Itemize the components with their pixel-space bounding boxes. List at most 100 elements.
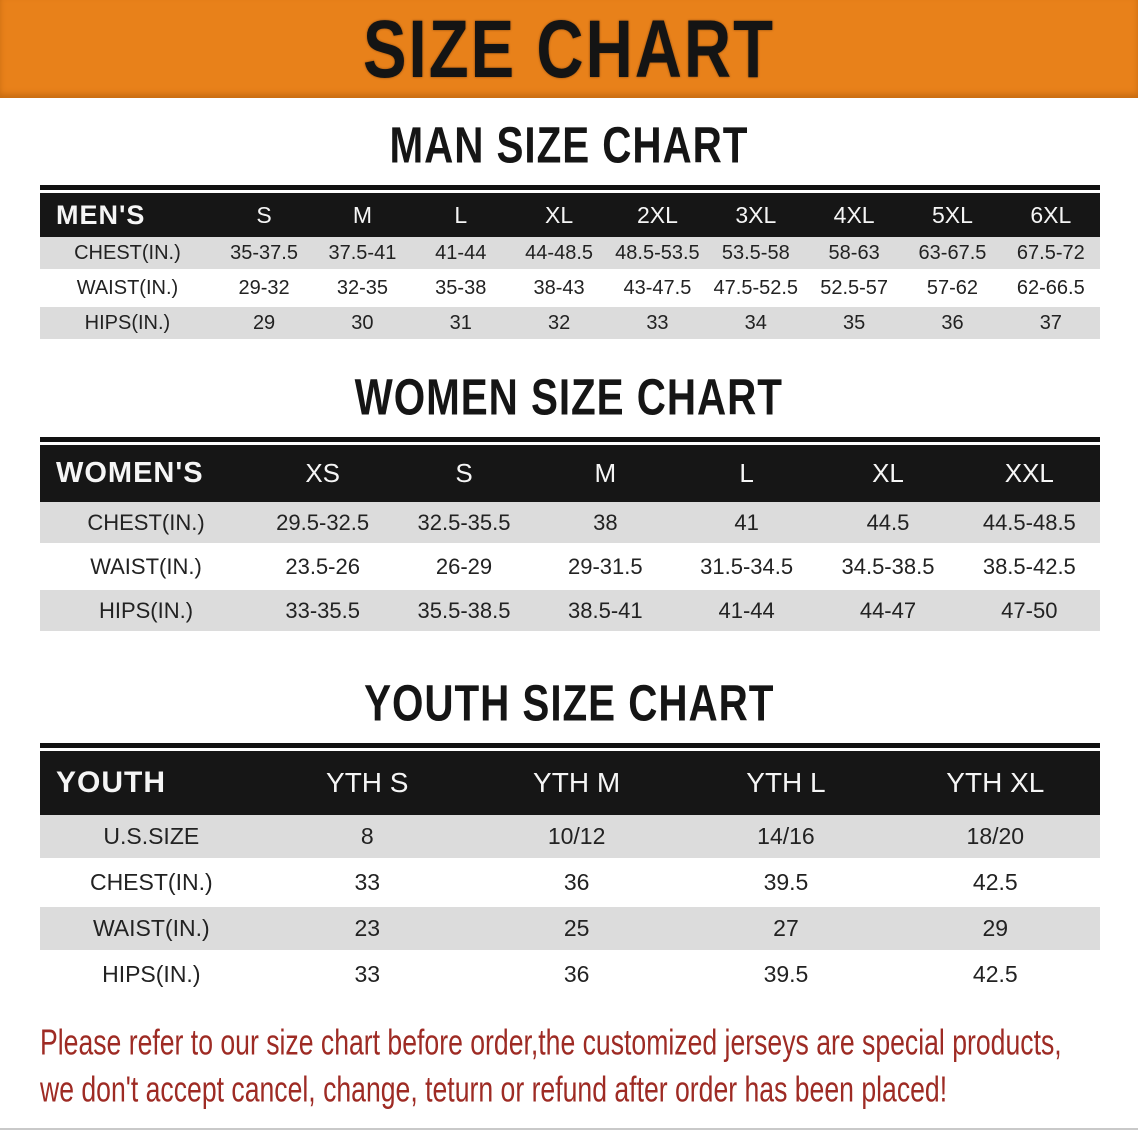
measurement-cell: 31 (411, 307, 510, 342)
measurement-cell: 36 (471, 953, 682, 999)
measurement-cell: 23.5-26 (252, 546, 394, 590)
measurement-row-label: WAIST(IN.) (40, 907, 263, 953)
measurement-cell: 32.5-35.5 (393, 502, 535, 546)
measurement-cell: 25 (471, 907, 682, 953)
page-title: SIZE CHART (362, 2, 776, 96)
measurement-cell: 47-50 (958, 590, 1100, 634)
measurement-cell: 36 (471, 861, 682, 907)
measurement-cell: 33-35.5 (252, 590, 394, 634)
measurement-cell: 35.5-38.5 (393, 590, 535, 634)
measurement-row-label: HIPS(IN.) (40, 307, 215, 342)
youth-size-column-header: YTH S (262, 751, 472, 815)
youth-measurement-row: WAIST(IN.) 23 25 27 29 (40, 907, 1100, 953)
measurement-row-label: CHEST(IN.) (40, 237, 215, 272)
bottom-edge-line (0, 1128, 1138, 1130)
measurement-cell: 29 (890, 907, 1100, 953)
measurement-cell: 41-44 (411, 237, 510, 272)
youth-section-heading-text: YOUTH SIZE CHART (363, 675, 775, 733)
men-size-column-header: M (313, 193, 412, 237)
measurement-row-label: WAIST(IN.) (40, 546, 252, 590)
measurement-cell: 53.5-58 (706, 237, 805, 272)
women-size-column-header: L (675, 445, 818, 502)
youth-header-row: YOUTH YTH S YTH M YTH L YTH XL (40, 751, 1100, 815)
measurement-cell: 33 (262, 953, 472, 999)
measurement-cell: 29-31.5 (534, 546, 676, 590)
measurement-cell: 42.5 (890, 953, 1100, 999)
women-table-title: WOMEN'S (40, 445, 252, 502)
measurement-cell: 44-47 (817, 590, 959, 634)
measurement-cell: 29-32 (214, 272, 314, 307)
size-chart-banner: SIZE CHART (0, 0, 1138, 98)
measurement-cell: 44.5-48.5 (958, 502, 1100, 546)
measurement-row-label: HIPS(IN.) (40, 953, 263, 999)
measurement-cell: 14/16 (681, 815, 891, 861)
measurement-cell: 10/12 (471, 815, 682, 861)
women-size-column-header: XS (252, 445, 394, 502)
men-size-column-header: 2XL (608, 193, 707, 237)
women-section-heading: WOMEN SIZE CHART (0, 370, 1138, 427)
youth-size-table: YOUTH YTH S YTH M YTH L YTH XL U.S.SIZE 8 10/12… (40, 751, 1100, 999)
measurement-cell: 43-47.5 (608, 272, 707, 307)
measurement-cell: 44.5 (817, 502, 959, 546)
measurement-cell: 32-35 (313, 272, 412, 307)
measurement-cell: 8 (262, 815, 472, 861)
men-size-column-header: 3XL (706, 193, 805, 237)
women-header-row: WOMEN'S XS S M L XL XXL (40, 445, 1100, 502)
men-size-column-header: S (214, 193, 314, 237)
measurement-cell: 67.5-72 (1001, 237, 1100, 272)
women-size-table: WOMEN'S XS S M L XL XXL CHEST(IN.) 29.5-32.5 32.5… (40, 445, 1100, 634)
youth-measurement-row: HIPS(IN.) 33 36 39.5 42.5 (40, 953, 1100, 999)
disclaimer-line-2: we don't accept cancel, change, teturn o… (40, 1069, 948, 1110)
men-header-row: MEN'S S M L XL 2XL 3XL 4XL 5XL 6XL (40, 193, 1100, 237)
youth-size-column-header: YTH M (471, 751, 682, 815)
measurement-cell: 41-44 (675, 590, 818, 634)
measurement-cell: 42.5 (890, 861, 1100, 907)
measurement-cell: 63-67.5 (903, 237, 1002, 272)
measurement-row-label: CHEST(IN.) (40, 861, 263, 907)
measurement-cell: 39.5 (681, 861, 891, 907)
men-size-section: MAN SIZE CHART MEN'S S M L XL 2XL 3XL 4XL 5XL 6XL… (0, 118, 1138, 342)
measurement-cell: 57-62 (903, 272, 1002, 307)
women-size-column-header: M (534, 445, 676, 502)
measurement-cell: 29 (214, 307, 314, 342)
men-measurement-row: WAIST(IN.) 29-32 32-35 35-38 38-43 43-47.5 47.… (40, 272, 1100, 307)
measurement-row-label: WAIST(IN.) (40, 272, 215, 307)
measurement-cell: 39.5 (681, 953, 891, 999)
youth-size-table-wrap: YOUTH YTH S YTH M YTH L YTH XL U.S.SIZE 8 10/12… (40, 743, 1100, 999)
men-measurement-row: HIPS(IN.) 29 30 31 32 33 34 35 36 37 (40, 307, 1100, 342)
men-section-heading: MAN SIZE CHART (0, 118, 1138, 175)
women-size-column-header: XL (817, 445, 959, 502)
measurement-cell: 35-37.5 (214, 237, 314, 272)
measurement-cell: 37.5-41 (313, 237, 412, 272)
measurement-row-label: CHEST(IN.) (40, 502, 252, 546)
measurement-cell: 34 (706, 307, 805, 342)
measurement-cell: 58-63 (804, 237, 904, 272)
measurement-cell: 37 (1001, 307, 1100, 342)
youth-table-title: YOUTH (40, 751, 263, 815)
men-size-column-header: XL (509, 193, 609, 237)
measurement-cell: 35 (804, 307, 904, 342)
men-section-heading-text: MAN SIZE CHART (389, 117, 749, 175)
measurement-cell: 38.5-41 (534, 590, 676, 634)
men-table-title: MEN'S (40, 193, 215, 237)
measurement-cell: 33 (262, 861, 472, 907)
measurement-cell: 34.5-38.5 (817, 546, 959, 590)
measurement-cell: 23 (262, 907, 472, 953)
measurement-cell: 31.5-34.5 (675, 546, 818, 590)
men-size-column-header: L (411, 193, 510, 237)
measurement-cell: 47.5-52.5 (706, 272, 805, 307)
youth-measurement-row: CHEST(IN.) 33 36 39.5 42.5 (40, 861, 1100, 907)
women-size-column-header: S (393, 445, 535, 502)
women-measurement-row: WAIST(IN.) 23.5-26 26-29 29-31.5 31.5-34.5 34… (40, 546, 1100, 590)
youth-size-section: YOUTH SIZE CHART YOUTH YTH S YTH M YTH L YTH… (0, 676, 1138, 999)
measurement-cell: 32 (509, 307, 609, 342)
measurement-cell: 41 (675, 502, 818, 546)
measurement-cell: 38.5-42.5 (958, 546, 1100, 590)
measurement-cell: 36 (903, 307, 1002, 342)
women-measurement-row: CHEST(IN.) 29.5-32.5 32.5-35.5 38 41 44.5 44.5… (40, 502, 1100, 546)
women-section-heading-text: WOMEN SIZE CHART (354, 369, 784, 427)
measurement-row-label: U.S.SIZE (40, 815, 263, 861)
disclaimer-line-1: Please refer to our size chart before or… (40, 1022, 1062, 1063)
youth-size-column-header: YTH L (681, 751, 891, 815)
measurement-cell: 33 (608, 307, 707, 342)
